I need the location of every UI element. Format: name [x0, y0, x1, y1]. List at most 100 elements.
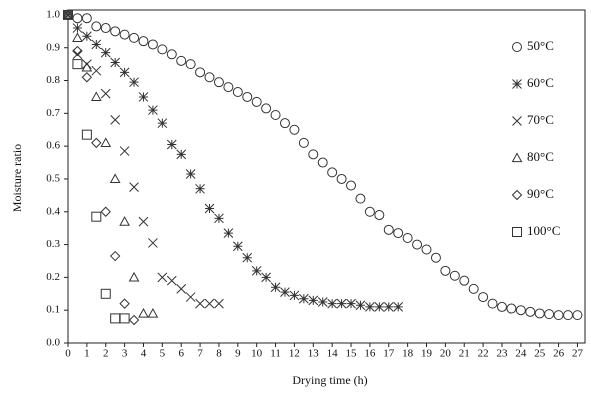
legend-marker — [511, 152, 523, 163]
data-point — [534, 308, 545, 319]
data-point — [299, 293, 309, 304]
data-point — [383, 302, 394, 312]
data-point — [90, 91, 102, 102]
data-point — [232, 87, 243, 98]
x-tick-label: 2 — [103, 348, 109, 360]
data-point — [261, 103, 272, 114]
data-point — [270, 282, 281, 293]
data-point — [62, 9, 74, 20]
data-point — [119, 216, 130, 226]
data-point — [72, 13, 83, 24]
data-point — [119, 298, 130, 309]
x-tick-label: 13 — [308, 348, 320, 360]
data-point — [317, 157, 328, 168]
y-tick-label: 1.0 — [46, 8, 60, 20]
data-point — [147, 39, 158, 50]
x-tick-label: 8 — [216, 348, 222, 360]
data-point — [289, 124, 300, 135]
data-point — [412, 239, 423, 250]
data-point — [204, 298, 215, 309]
data-point — [148, 238, 158, 248]
y-tick-label: 0.1 — [46, 304, 60, 316]
data-point — [148, 105, 158, 115]
data-point — [91, 65, 102, 76]
y-tick-label: 0.7 — [46, 107, 60, 119]
data-point — [100, 47, 111, 58]
data-point — [308, 149, 319, 160]
data-point — [185, 59, 196, 70]
data-point — [213, 77, 224, 88]
x-tick-label: 9 — [235, 348, 241, 360]
data-point — [157, 118, 168, 129]
data-point — [91, 21, 102, 32]
data-point — [279, 118, 290, 129]
data-point — [157, 44, 168, 55]
data-point — [336, 298, 347, 309]
data-point — [261, 272, 271, 283]
legend-marker — [512, 116, 522, 126]
x-tick-label: 27 — [572, 348, 584, 360]
data-point — [374, 302, 385, 312]
x-tick-label: 12 — [289, 348, 300, 360]
data-point — [166, 275, 177, 286]
x-tick-label: 10 — [251, 348, 263, 360]
data-point — [72, 45, 83, 57]
data-point — [82, 59, 92, 69]
data-point — [91, 39, 102, 50]
x-tick-label: 4 — [141, 348, 147, 360]
x-tick-label: 7 — [197, 348, 203, 360]
data-point — [449, 270, 460, 281]
data-point — [185, 169, 196, 179]
data-point — [515, 305, 526, 316]
data-point — [440, 265, 451, 276]
x-tick-label: 16 — [364, 348, 376, 360]
data-point — [119, 146, 130, 156]
data-point — [109, 173, 121, 184]
y-tick-label: 0.0 — [46, 337, 60, 349]
data-point — [317, 297, 328, 307]
data-point — [119, 29, 130, 40]
data-point — [270, 109, 281, 120]
x-tick-label: 25 — [534, 348, 546, 360]
legend-label: 80°C — [527, 149, 554, 164]
y-tick-label: 0.5 — [46, 172, 60, 184]
data-point — [138, 216, 149, 227]
data-point — [204, 203, 215, 214]
legend-label: 50°C — [527, 38, 554, 53]
x-tick-label: 3 — [122, 348, 128, 360]
x-tick-label: 20 — [440, 348, 452, 360]
data-point — [129, 32, 140, 43]
x-tick-label: 17 — [383, 348, 395, 360]
data-point — [110, 115, 121, 125]
data-point — [572, 310, 583, 321]
x-axis-label: Drying time (h) — [292, 373, 367, 387]
data-point — [81, 129, 92, 140]
data-point — [383, 224, 394, 235]
data-point — [346, 298, 356, 309]
data-point — [242, 252, 253, 263]
data-point — [223, 228, 234, 238]
data-point — [563, 310, 574, 321]
data-point — [487, 298, 498, 309]
legend-marker — [512, 79, 522, 89]
data-point — [63, 10, 73, 20]
data-point — [251, 96, 262, 107]
data-point — [91, 137, 102, 149]
legend-label: 60°C — [527, 75, 554, 90]
data-point — [204, 72, 215, 83]
data-point — [81, 13, 92, 24]
x-tick-label: 5 — [160, 348, 166, 360]
data-point — [176, 55, 187, 66]
y-tick-label: 0.4 — [46, 205, 60, 217]
legend-label: 70°C — [527, 112, 554, 127]
y-tick-label: 0.3 — [46, 238, 60, 250]
data-point — [72, 49, 83, 60]
data-point — [280, 287, 290, 298]
data-point — [393, 302, 404, 312]
data-point — [468, 283, 479, 294]
x-tick-label: 24 — [515, 348, 527, 360]
data-point — [72, 23, 83, 33]
x-tick-label: 0 — [65, 348, 71, 360]
